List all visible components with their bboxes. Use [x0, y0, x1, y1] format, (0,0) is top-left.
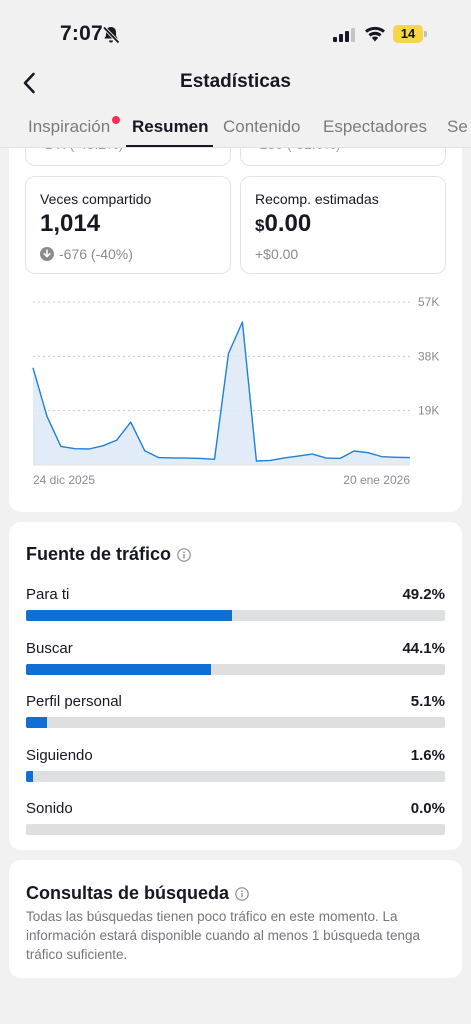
traffic-source-percent: 1.6%: [410, 746, 445, 764]
stat-shares[interactable]: Veces compartido 1,014 -676 (-40%): [25, 176, 231, 274]
info-icon[interactable]: [177, 547, 191, 562]
traffic-title-text: Fuente de tráfico: [26, 544, 172, 564]
traffic-source-name: Sonido: [26, 800, 73, 817]
traffic-progress-track: [26, 717, 445, 728]
signal-icon: [333, 28, 355, 42]
notification-dot: [112, 116, 120, 124]
stat-change: +$0.00: [255, 246, 298, 262]
traffic-source-percent: 0.0%: [410, 800, 445, 817]
chart-area: [33, 322, 410, 465]
traffic-progress-fill: [26, 610, 233, 621]
traffic-source-name: Siguiendo: [26, 746, 93, 764]
tab-partial[interactable]: Se: [447, 117, 468, 136]
back-button[interactable]: [14, 68, 44, 98]
traffic-progress-track: [26, 824, 445, 835]
traffic-progress-fill: [26, 770, 33, 782]
currency-symbol: $: [255, 216, 265, 235]
arrow-down-circle-icon: [40, 247, 54, 261]
tab-contenido[interactable]: Contenido: [223, 117, 301, 136]
traffic-progress-track: [26, 663, 445, 675]
views-chart[interactable]: 57K 38K 19K 24 dic 2025 20 ene 2026: [9, 288, 462, 498]
y-tick-label: 57K: [418, 295, 439, 309]
search-queries-description: Todas las búsquedas tienen poco tráfico …: [26, 909, 421, 962]
status-time: 7:07: [60, 22, 103, 45]
search-queries-title: Consultas de búsqueda: [26, 883, 249, 904]
traffic-source-name: Perfil personal: [26, 693, 122, 710]
status-bar: 7:07 14: [0, 0, 471, 62]
battery-level: 14: [393, 25, 423, 43]
traffic-title: Fuente de tráfico: [26, 544, 191, 565]
x-tick-label: 24 dic 2025: [33, 473, 95, 487]
partial-stat-right: -230 (-51.0%): [255, 148, 341, 164]
traffic-source-percent: 5.1%: [410, 693, 445, 710]
battery-icon: 14: [393, 25, 427, 43]
stat-change-text: +$0.00: [255, 246, 299, 262]
partial-stat-box-left: -1 K (-43.2%): [25, 148, 231, 166]
stat-change-text: -676 (-40%): [59, 246, 133, 262]
chevron-left-icon: [23, 72, 35, 94]
stat-label: Veces compartido: [40, 191, 152, 207]
page-title: Estadísticas: [180, 71, 291, 92]
nav-bar: Estadísticas: [0, 62, 471, 104]
info-icon[interactable]: [235, 886, 249, 901]
traffic-source-percent: 49.2%: [402, 586, 445, 603]
search-queries-title-text: Consultas de búsqueda: [26, 883, 230, 903]
overview-card: -1 K (-43.2%) -230 (-51.0%) Veces compar…: [9, 148, 462, 512]
bell-off-icon: [102, 26, 120, 44]
stat-label: Recomp. estimadas: [255, 191, 379, 207]
tab-inspiracion[interactable]: Inspiración: [28, 117, 111, 136]
partial-stat-box-right: -230 (-51.0%): [240, 148, 446, 166]
stat-change: -676 (-40%): [40, 246, 133, 262]
active-tab-indicator: [126, 145, 213, 147]
tab-bar: Inspiración Resumen Contenido Espectador…: [0, 104, 471, 148]
partial-stat-left: -1 K (-43.2%): [40, 148, 123, 164]
traffic-progress-fill: [26, 663, 211, 675]
stat-value: 1,014: [40, 210, 101, 237]
traffic-progress-track: [26, 610, 445, 621]
stat-rewards[interactable]: Recomp. estimadas $0.00 +$0.00: [240, 176, 446, 274]
x-tick-label: 20 ene 2026: [343, 473, 410, 487]
wifi-icon: [365, 26, 385, 42]
stat-amount: 0.00: [264, 210, 312, 237]
traffic-source-card: Fuente de tráfico Para ti 49.2% Buscar 44.1…: [9, 522, 462, 850]
traffic-source-percent: 44.1%: [402, 639, 445, 657]
chart-line-series: [32, 321, 411, 462]
search-queries-card: Consultas de búsqueda Todas las búsqueda…: [9, 860, 462, 978]
traffic-progress-track: [26, 770, 445, 782]
y-tick-label: 38K: [418, 349, 439, 363]
tab-espectadores[interactable]: Espectadores: [323, 117, 427, 136]
stat-value: $0.00: [255, 210, 311, 238]
traffic-progress-fill: [26, 717, 48, 728]
traffic-source-name: Buscar: [26, 639, 73, 657]
traffic-source-name: Para ti: [26, 586, 70, 603]
tab-resumen[interactable]: Resumen: [132, 117, 209, 136]
y-tick-label: 19K: [418, 404, 439, 418]
